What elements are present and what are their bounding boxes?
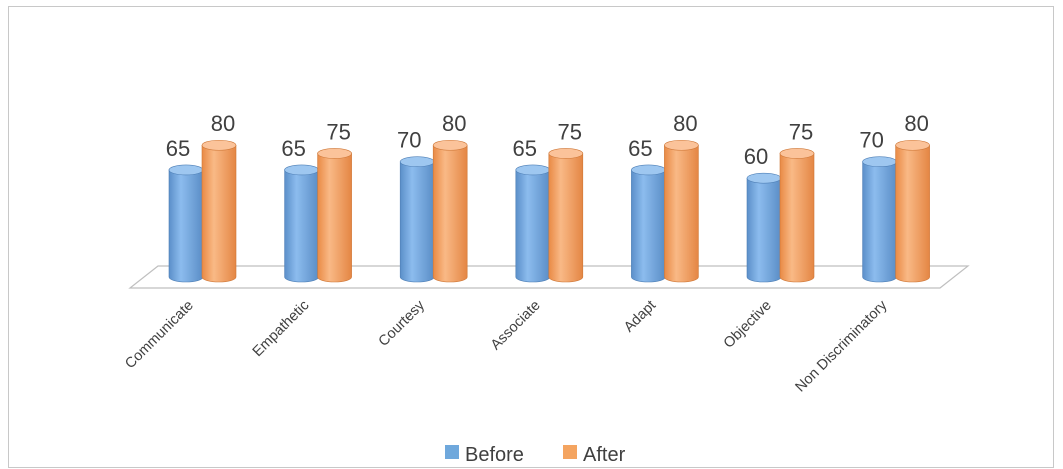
data-label-before-adapt: 65 [628,136,652,161]
bar-after-communicate [202,140,236,282]
data-label-after-associate: 75 [558,119,582,144]
data-label-after-adapt: 80 [673,111,697,136]
bar-after-empathetic [318,148,352,282]
bar-after-non-discriminatory [896,140,930,282]
bar-after-adapt [664,140,698,282]
bar-before-adapt [631,165,665,282]
bar-after-courtesy [433,140,467,282]
bar-before-objective [747,173,781,282]
category-label-non-discriminatory: Non Discriminatory [793,297,891,395]
data-label-before-associate: 65 [513,136,537,161]
data-label-after-objective: 75 [789,119,813,144]
data-label-before-non-discriminatory: 70 [859,128,883,153]
bar-after-associate [549,148,583,282]
bar-before-non-discriminatory [863,157,897,282]
data-label-before-objective: 60 [744,144,768,169]
data-label-after-non-discriminatory: 80 [904,111,928,136]
category-label-associate: Associate [488,298,544,354]
category-label-adapt: Adapt [621,298,659,336]
category-labels: Communicate Empathetic Courtesy Associate Ad… [122,297,891,395]
legend-label-before: Before [465,444,524,466]
bar-before-communicate [169,165,203,282]
bar-before-courtesy [400,157,434,282]
category-label-communicate: Communicate [122,298,197,373]
bar-after-objective [780,148,814,282]
data-label-after-courtesy: 80 [442,111,466,136]
bars-layer: 65 80 65 75 70 80 65 75 65 80 60 75 70 80 [166,111,930,282]
category-label-objective: Objective [721,298,775,352]
bar-before-empathetic [285,165,319,282]
category-label-courtesy: Courtesy [376,297,429,350]
legend: Before After [445,444,626,466]
legend-swatch-after [563,445,577,459]
data-label-after-empathetic: 75 [326,119,350,144]
data-label-after-communicate: 80 [211,111,235,136]
data-label-before-empathetic: 65 [281,136,305,161]
bar-before-associate [516,165,550,282]
legend-swatch-before [445,445,459,459]
category-label-empathetic: Empathetic [250,298,313,361]
legend-label-after: After [583,444,626,466]
data-label-before-courtesy: 70 [397,128,421,153]
data-label-before-communicate: 65 [166,136,190,161]
